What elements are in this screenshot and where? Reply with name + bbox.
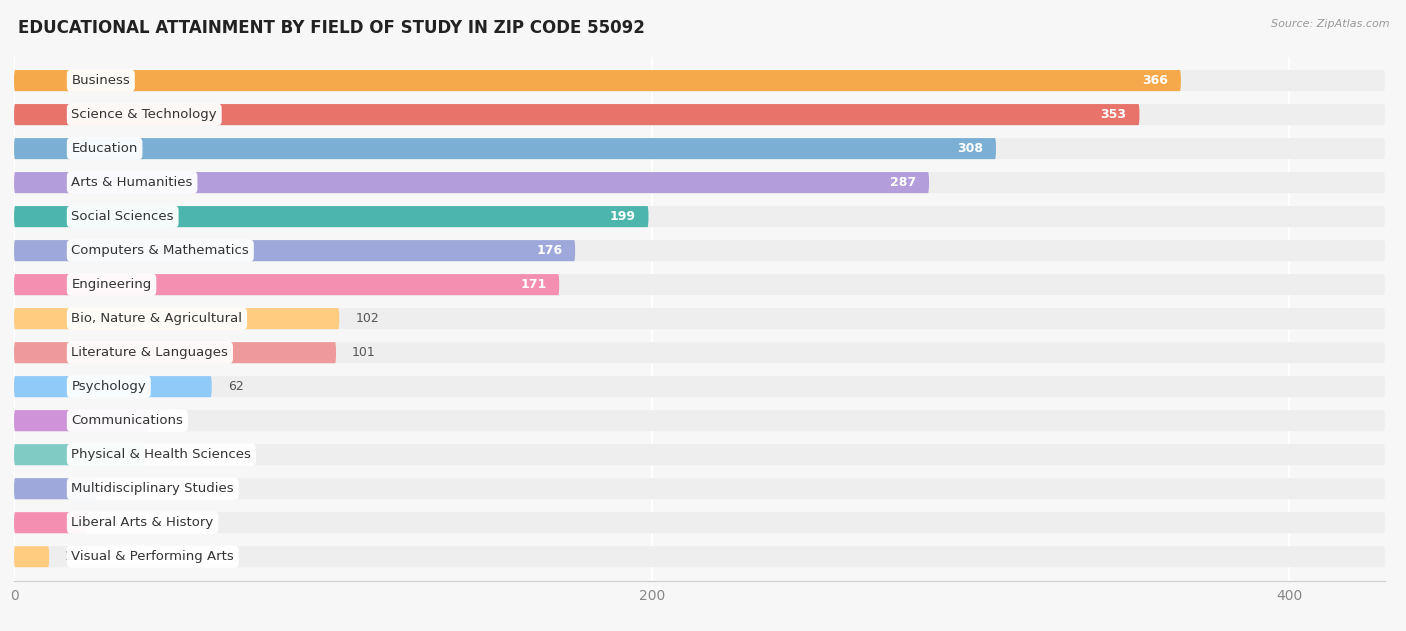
FancyBboxPatch shape (14, 512, 87, 533)
FancyBboxPatch shape (14, 308, 339, 329)
Text: Science & Technology: Science & Technology (72, 108, 217, 121)
Text: 308: 308 (957, 142, 983, 155)
Text: Arts & Humanities: Arts & Humanities (72, 176, 193, 189)
Text: Business: Business (72, 74, 131, 87)
Text: 42: 42 (165, 414, 180, 427)
FancyBboxPatch shape (14, 138, 995, 159)
FancyBboxPatch shape (14, 104, 1385, 125)
FancyBboxPatch shape (14, 172, 1385, 193)
Text: 287: 287 (890, 176, 917, 189)
FancyBboxPatch shape (14, 546, 1385, 567)
Text: Communications: Communications (72, 414, 183, 427)
FancyBboxPatch shape (14, 104, 1139, 125)
Text: Source: ZipAtlas.com: Source: ZipAtlas.com (1271, 19, 1389, 29)
Text: Liberal Arts & History: Liberal Arts & History (72, 516, 214, 529)
Text: 199: 199 (610, 210, 636, 223)
FancyBboxPatch shape (14, 376, 212, 398)
Text: 101: 101 (352, 346, 375, 359)
Text: 353: 353 (1101, 108, 1126, 121)
Text: Multidisciplinary Studies: Multidisciplinary Studies (72, 482, 233, 495)
FancyBboxPatch shape (14, 410, 1385, 431)
Text: 102: 102 (356, 312, 380, 325)
FancyBboxPatch shape (14, 512, 1385, 533)
Text: Computers & Mathematics: Computers & Mathematics (72, 244, 249, 257)
FancyBboxPatch shape (14, 478, 97, 499)
Text: Physical & Health Sciences: Physical & Health Sciences (72, 448, 252, 461)
FancyBboxPatch shape (14, 240, 575, 261)
Text: Psychology: Psychology (72, 380, 146, 393)
FancyBboxPatch shape (14, 274, 1385, 295)
Text: 23: 23 (103, 516, 120, 529)
FancyBboxPatch shape (14, 308, 1385, 329)
Text: Literature & Languages: Literature & Languages (72, 346, 228, 359)
FancyBboxPatch shape (14, 410, 148, 431)
Text: Engineering: Engineering (72, 278, 152, 291)
Text: 176: 176 (536, 244, 562, 257)
Text: 26: 26 (112, 482, 128, 495)
FancyBboxPatch shape (14, 206, 1385, 227)
FancyBboxPatch shape (14, 342, 336, 363)
FancyBboxPatch shape (14, 444, 1385, 465)
Text: Social Sciences: Social Sciences (72, 210, 174, 223)
Text: 62: 62 (228, 380, 243, 393)
FancyBboxPatch shape (14, 546, 49, 567)
FancyBboxPatch shape (14, 274, 560, 295)
Text: 366: 366 (1142, 74, 1168, 87)
Text: 41: 41 (160, 448, 177, 461)
FancyBboxPatch shape (14, 342, 1385, 363)
FancyBboxPatch shape (14, 138, 1385, 159)
Text: 171: 171 (520, 278, 547, 291)
FancyBboxPatch shape (14, 478, 1385, 499)
FancyBboxPatch shape (14, 240, 1385, 261)
FancyBboxPatch shape (14, 376, 1385, 398)
FancyBboxPatch shape (14, 206, 648, 227)
Text: Bio, Nature & Agricultural: Bio, Nature & Agricultural (72, 312, 242, 325)
Text: 11: 11 (65, 550, 80, 563)
Text: Visual & Performing Arts: Visual & Performing Arts (72, 550, 235, 563)
FancyBboxPatch shape (14, 444, 145, 465)
FancyBboxPatch shape (14, 70, 1181, 91)
Text: EDUCATIONAL ATTAINMENT BY FIELD OF STUDY IN ZIP CODE 55092: EDUCATIONAL ATTAINMENT BY FIELD OF STUDY… (18, 19, 645, 37)
FancyBboxPatch shape (14, 70, 1385, 91)
Text: Education: Education (72, 142, 138, 155)
FancyBboxPatch shape (14, 172, 929, 193)
